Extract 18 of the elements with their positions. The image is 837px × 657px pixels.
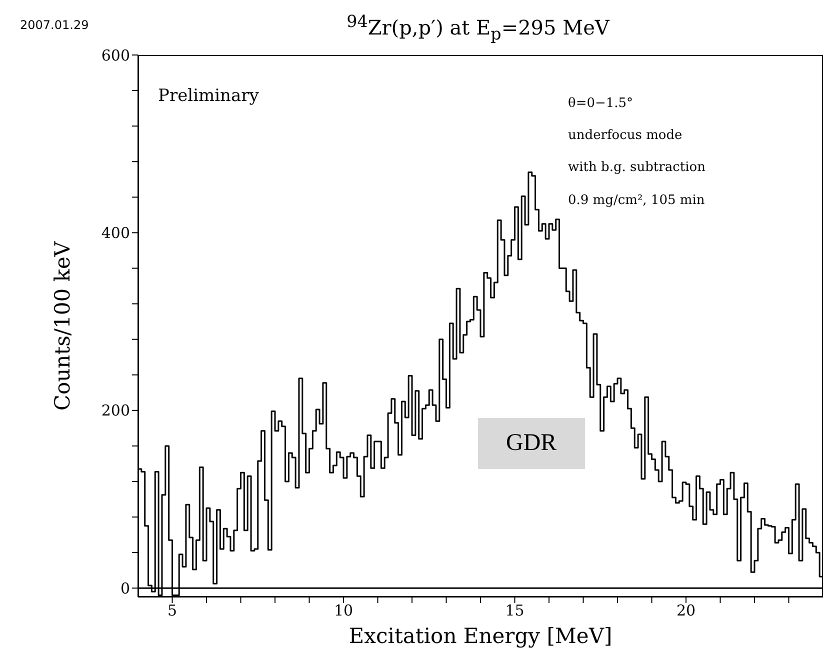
annotation: underfocus mode [568,128,682,143]
x-tick-label: 10 [334,602,354,620]
text: 2007.01.29 [20,18,89,32]
x-tick-label: 5 [167,602,178,620]
annotation: Preliminary [158,86,259,106]
y-tick-label: 600 [101,46,130,64]
x-axis-title: Excitation Energy [MeV] [348,624,612,648]
annotation: 0.9 mg/cm², 105 min [568,193,705,208]
annotation: θ=0−1.5° [568,96,634,111]
y-tick-label: 0 [120,579,130,598]
chart-title: $^{94}$Zr(p,p′) at E$_{p}$=295 MeV [346,12,611,44]
y-tick-label: 400 [101,224,130,242]
y-axis-title: Counts/100 keV [50,240,74,411]
x-tick-label: 20 [676,602,696,620]
annotation: with b.g. subtraction [568,160,706,175]
annotation: GDR [478,418,585,469]
y-tick-label: 200 [101,402,130,420]
x-tick-label: 15 [505,602,524,620]
